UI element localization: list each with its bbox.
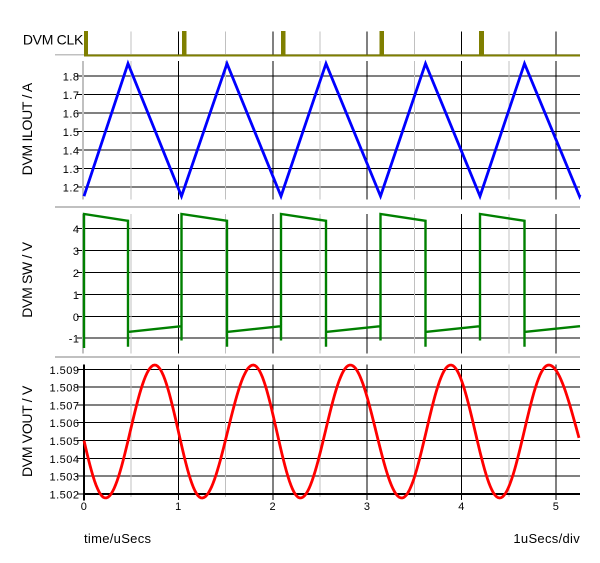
svg-text:DVM SW / V: DVM SW / V xyxy=(19,241,35,318)
svg-text:1.5: 1.5 xyxy=(63,127,80,139)
svg-text:2: 2 xyxy=(269,501,276,513)
svg-text:-1: -1 xyxy=(69,334,80,346)
svg-text:1.505: 1.505 xyxy=(49,436,79,448)
svg-text:1: 1 xyxy=(73,290,80,302)
svg-text:1.8: 1.8 xyxy=(63,71,80,83)
svg-text:1.2: 1.2 xyxy=(63,182,80,194)
svg-text:1.506: 1.506 xyxy=(49,418,79,430)
svg-text:0: 0 xyxy=(81,501,88,513)
svg-text:DVM VOUT / V: DVM VOUT / V xyxy=(19,385,35,477)
svg-text:0: 0 xyxy=(73,312,80,324)
svg-text:2: 2 xyxy=(73,268,80,280)
svg-text:1.4: 1.4 xyxy=(63,145,80,157)
svg-text:4: 4 xyxy=(73,224,80,236)
svg-text:DVM CLK: DVM CLK xyxy=(23,31,84,47)
svg-text:1uSecs/div: 1uSecs/div xyxy=(513,531,580,546)
svg-text:1.504: 1.504 xyxy=(49,454,79,466)
svg-text:1.6: 1.6 xyxy=(63,108,80,120)
svg-text:1.3: 1.3 xyxy=(63,164,80,176)
svg-text:1: 1 xyxy=(175,501,182,513)
svg-text:1.503: 1.503 xyxy=(49,472,79,484)
svg-text:1.507: 1.507 xyxy=(49,400,79,412)
svg-text:1.509: 1.509 xyxy=(49,365,79,377)
svg-text:time/uSecs: time/uSecs xyxy=(84,531,152,546)
svg-text:5: 5 xyxy=(553,501,560,513)
svg-text:1.502: 1.502 xyxy=(49,489,79,501)
svg-text:3: 3 xyxy=(364,501,371,513)
svg-text:4: 4 xyxy=(458,501,465,513)
svg-text:DVM ILOUT / A: DVM ILOUT / A xyxy=(19,82,35,175)
svg-text:3: 3 xyxy=(73,246,80,258)
svg-text:1.7: 1.7 xyxy=(63,90,80,102)
svg-text:1.508: 1.508 xyxy=(49,383,79,395)
